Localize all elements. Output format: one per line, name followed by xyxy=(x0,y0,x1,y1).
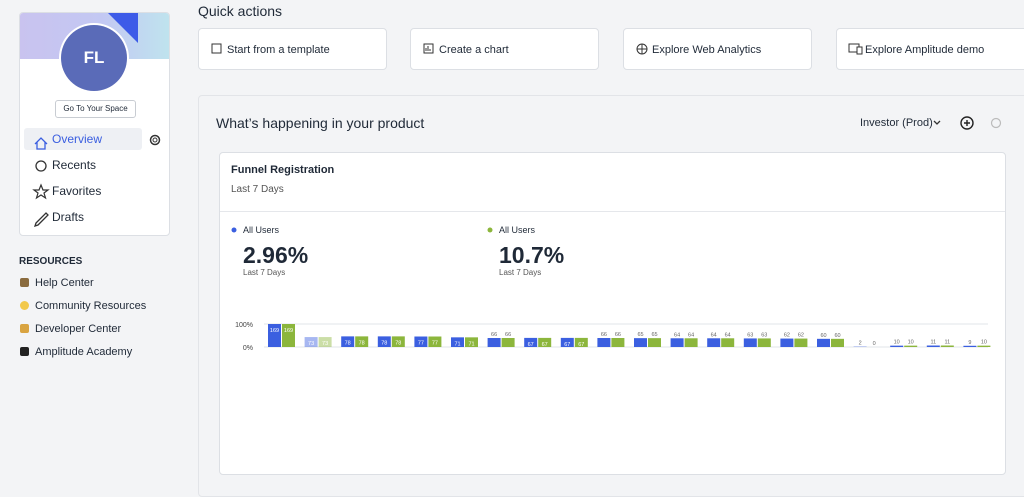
bar xyxy=(758,338,771,347)
section-title: Quick actions xyxy=(198,3,282,19)
bar-count: 67 xyxy=(564,342,570,348)
funnel-card: Funnel Registration Last 7 Days All User… xyxy=(219,152,1006,475)
bar xyxy=(890,346,903,347)
page: FL Go To Your Space Overview Recents Fav… xyxy=(0,0,1024,482)
resources-title: RESOURCES xyxy=(19,256,82,267)
bar-count: 63 xyxy=(761,332,767,338)
avatar: FL xyxy=(61,25,127,91)
bar-count: 64 xyxy=(688,332,694,338)
bar xyxy=(611,338,624,347)
bar-count: 64 xyxy=(711,332,717,338)
bar-count: 10 xyxy=(981,340,987,346)
bar-count: 11 xyxy=(930,340,936,346)
bar xyxy=(707,338,720,347)
nav-icons xyxy=(30,130,170,230)
bar-count: 73 xyxy=(322,341,328,347)
bar-count: 60 xyxy=(834,333,840,339)
bar-count: 78 xyxy=(359,340,365,346)
bar-count: 67 xyxy=(528,342,534,348)
resource-link[interactable]: Amplitude Academy xyxy=(35,346,132,358)
resource-link[interactable]: Developer Center xyxy=(35,323,121,335)
bar xyxy=(941,346,954,347)
icon xyxy=(20,347,29,356)
bar-count: 60 xyxy=(820,333,826,339)
bar xyxy=(648,338,661,347)
bar-count: 63 xyxy=(747,332,753,338)
bar xyxy=(502,338,515,347)
bar-count: 71 xyxy=(454,341,460,347)
bar-count: 2 xyxy=(859,341,862,347)
bar-count: 71 xyxy=(468,341,474,347)
bar-count: 169 xyxy=(284,328,293,334)
bar-count: 11 xyxy=(944,340,950,346)
project-dropdown[interactable]: Investor (Prod) xyxy=(860,117,933,129)
bar-count: 78 xyxy=(395,340,401,346)
bar xyxy=(963,346,976,347)
bar-count: 65 xyxy=(651,332,657,338)
y-tick-label: 100% xyxy=(235,322,253,329)
resource-link[interactable]: Community Resources xyxy=(35,300,146,312)
y-tick-label: 0% xyxy=(243,345,253,352)
bar-count: 66 xyxy=(491,332,497,338)
bar xyxy=(671,338,684,347)
bar xyxy=(927,346,940,347)
bar-count: 62 xyxy=(798,333,804,339)
bar-count: 10 xyxy=(908,340,914,346)
bar-count: 73 xyxy=(308,341,314,347)
bar-count: 62 xyxy=(784,333,790,339)
bar-count: 64 xyxy=(725,332,731,338)
panel-icons xyxy=(932,115,1004,133)
bar-count: 78 xyxy=(345,340,351,346)
bar-count: 0 xyxy=(873,341,876,347)
bar-count: 10 xyxy=(894,340,900,346)
panel-title: What’s happening in your product xyxy=(216,115,424,131)
bar xyxy=(634,338,647,347)
bar xyxy=(780,339,793,347)
bar-count: 9 xyxy=(968,340,971,346)
bar-count: 67 xyxy=(542,342,548,348)
bar-count: 66 xyxy=(505,332,511,338)
bar-count: 77 xyxy=(418,341,424,347)
bar xyxy=(685,338,698,347)
resource-link[interactable]: Help Center xyxy=(35,277,94,289)
funnel-chart: 100% 0% 169 73 78 78 77 71 66 67 67 66 65 64 64 63 62 60 2… xyxy=(220,153,1005,474)
icon xyxy=(20,301,29,310)
bar-count: 66 xyxy=(615,332,621,338)
bar xyxy=(904,346,917,347)
bar xyxy=(488,338,501,347)
bar-count: 78 xyxy=(381,340,387,346)
bar-count: 64 xyxy=(674,332,680,338)
bar xyxy=(794,339,807,347)
bar xyxy=(831,339,844,347)
icon xyxy=(20,278,29,287)
space-button[interactable]: Go To Your Space xyxy=(55,100,136,118)
quick-action-icons xyxy=(210,42,870,56)
bar xyxy=(977,346,990,347)
legend-dot xyxy=(232,228,237,233)
bar-count: 77 xyxy=(432,341,438,347)
bar-count: 65 xyxy=(637,332,643,338)
bar xyxy=(744,338,757,347)
icon xyxy=(20,324,29,333)
bar-count: 66 xyxy=(601,332,607,338)
bar xyxy=(597,338,610,347)
bar xyxy=(721,338,734,347)
bar-count: 67 xyxy=(578,342,584,348)
legend-dot xyxy=(488,228,493,233)
bar-count: 169 xyxy=(270,328,279,334)
bar xyxy=(817,339,830,347)
